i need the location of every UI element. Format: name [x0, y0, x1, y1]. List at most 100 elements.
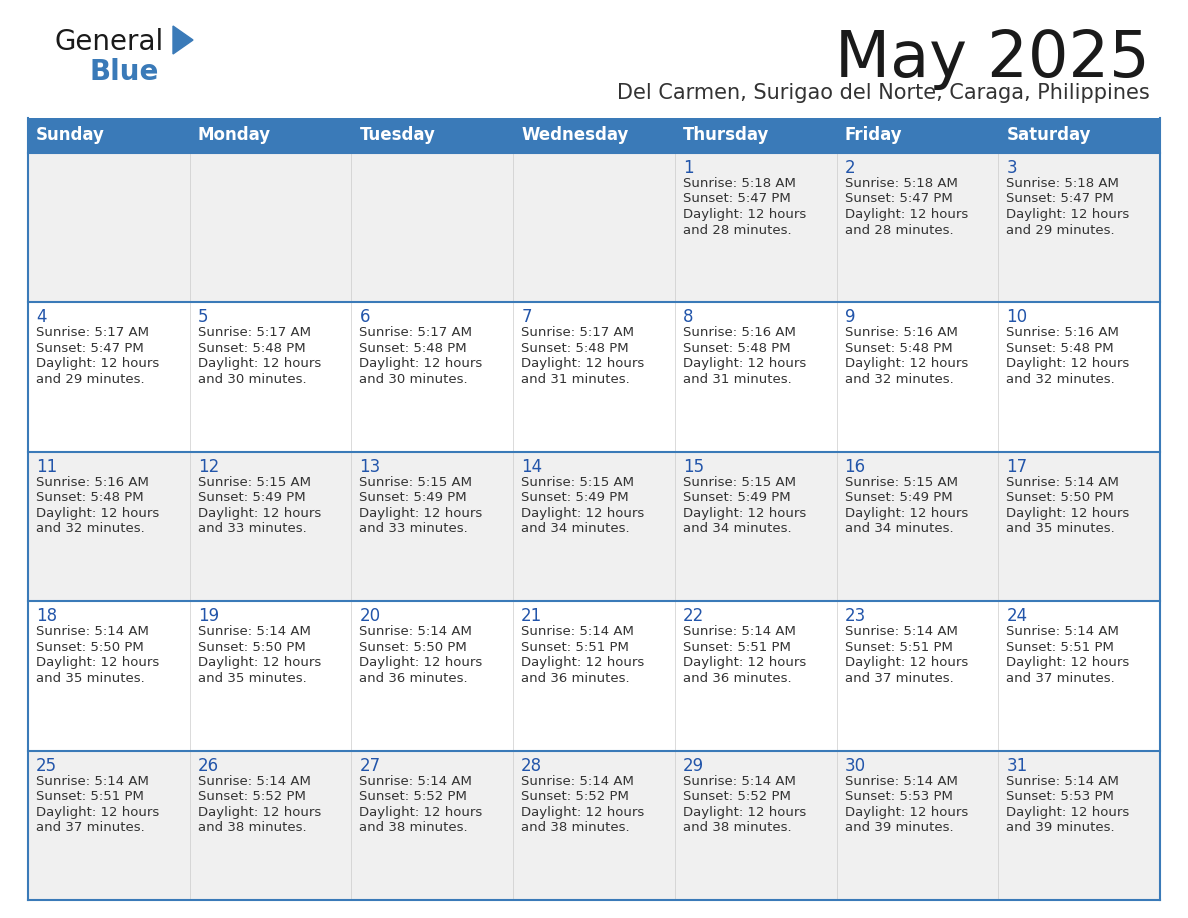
Text: Sunset: 5:51 PM: Sunset: 5:51 PM	[36, 790, 144, 803]
Text: Daylight: 12 hours: Daylight: 12 hours	[36, 357, 159, 370]
Text: and 35 minutes.: and 35 minutes.	[1006, 522, 1116, 535]
Text: Daylight: 12 hours: Daylight: 12 hours	[1006, 208, 1130, 221]
Text: and 37 minutes.: and 37 minutes.	[845, 672, 953, 685]
Text: Daylight: 12 hours: Daylight: 12 hours	[197, 806, 321, 819]
Text: Sunset: 5:52 PM: Sunset: 5:52 PM	[360, 790, 467, 803]
Polygon shape	[173, 26, 192, 54]
Text: and 34 minutes.: and 34 minutes.	[845, 522, 953, 535]
Text: Sunrise: 5:14 AM: Sunrise: 5:14 AM	[522, 775, 634, 788]
Text: Sunrise: 5:14 AM: Sunrise: 5:14 AM	[683, 775, 796, 788]
Text: Daylight: 12 hours: Daylight: 12 hours	[683, 208, 807, 221]
Text: 9: 9	[845, 308, 855, 327]
Text: and 28 minutes.: and 28 minutes.	[683, 223, 791, 237]
Text: Friday: Friday	[845, 127, 902, 144]
Text: Sunset: 5:48 PM: Sunset: 5:48 PM	[845, 341, 953, 355]
Text: and 29 minutes.: and 29 minutes.	[1006, 223, 1114, 237]
Text: Blue: Blue	[90, 58, 159, 86]
Text: Sunset: 5:53 PM: Sunset: 5:53 PM	[1006, 790, 1114, 803]
Text: Sunset: 5:48 PM: Sunset: 5:48 PM	[683, 341, 790, 355]
Text: Daylight: 12 hours: Daylight: 12 hours	[522, 656, 644, 669]
Text: 5: 5	[197, 308, 208, 327]
Text: Daylight: 12 hours: Daylight: 12 hours	[1006, 507, 1130, 520]
Text: and 37 minutes.: and 37 minutes.	[36, 821, 145, 834]
Text: 25: 25	[36, 756, 57, 775]
Text: and 31 minutes.: and 31 minutes.	[683, 373, 791, 386]
Text: and 39 minutes.: and 39 minutes.	[1006, 821, 1114, 834]
Text: Sunrise: 5:17 AM: Sunrise: 5:17 AM	[360, 327, 473, 340]
Text: 22: 22	[683, 607, 704, 625]
Text: Sunrise: 5:18 AM: Sunrise: 5:18 AM	[845, 177, 958, 190]
Text: Sunrise: 5:15 AM: Sunrise: 5:15 AM	[845, 476, 958, 488]
Text: Monday: Monday	[197, 127, 271, 144]
Text: Sunset: 5:47 PM: Sunset: 5:47 PM	[845, 193, 953, 206]
Text: Sunset: 5:47 PM: Sunset: 5:47 PM	[683, 193, 790, 206]
Text: Sunset: 5:53 PM: Sunset: 5:53 PM	[845, 790, 953, 803]
Text: Del Carmen, Surigao del Norte, Caraga, Philippines: Del Carmen, Surigao del Norte, Caraga, P…	[618, 83, 1150, 103]
Text: 16: 16	[845, 458, 866, 476]
Text: Daylight: 12 hours: Daylight: 12 hours	[1006, 656, 1130, 669]
Bar	[29, 153, 1159, 302]
Text: Sunrise: 5:14 AM: Sunrise: 5:14 AM	[1006, 476, 1119, 488]
Text: Sunrise: 5:14 AM: Sunrise: 5:14 AM	[197, 625, 310, 638]
Text: Tuesday: Tuesday	[360, 127, 435, 144]
Text: 31: 31	[1006, 756, 1028, 775]
Text: and 38 minutes.: and 38 minutes.	[683, 821, 791, 834]
Text: 23: 23	[845, 607, 866, 625]
Text: Daylight: 12 hours: Daylight: 12 hours	[197, 357, 321, 370]
Text: Sunrise: 5:15 AM: Sunrise: 5:15 AM	[360, 476, 473, 488]
Bar	[29, 118, 1159, 153]
Text: Sunrise: 5:14 AM: Sunrise: 5:14 AM	[522, 625, 634, 638]
Text: Sunset: 5:47 PM: Sunset: 5:47 PM	[1006, 193, 1114, 206]
Text: 28: 28	[522, 756, 542, 775]
Text: and 36 minutes.: and 36 minutes.	[522, 672, 630, 685]
Text: Daylight: 12 hours: Daylight: 12 hours	[522, 507, 644, 520]
Text: and 33 minutes.: and 33 minutes.	[197, 522, 307, 535]
Text: Sunset: 5:48 PM: Sunset: 5:48 PM	[522, 341, 628, 355]
Text: Sunset: 5:52 PM: Sunset: 5:52 PM	[522, 790, 628, 803]
Text: Daylight: 12 hours: Daylight: 12 hours	[36, 656, 159, 669]
Text: Sunrise: 5:14 AM: Sunrise: 5:14 AM	[845, 625, 958, 638]
Text: Daylight: 12 hours: Daylight: 12 hours	[845, 806, 968, 819]
Text: Daylight: 12 hours: Daylight: 12 hours	[360, 806, 482, 819]
Text: and 32 minutes.: and 32 minutes.	[1006, 373, 1116, 386]
Text: Daylight: 12 hours: Daylight: 12 hours	[683, 507, 807, 520]
Text: Sunrise: 5:18 AM: Sunrise: 5:18 AM	[683, 177, 796, 190]
Text: 19: 19	[197, 607, 219, 625]
Text: and 28 minutes.: and 28 minutes.	[845, 223, 953, 237]
Text: Daylight: 12 hours: Daylight: 12 hours	[683, 357, 807, 370]
Text: 21: 21	[522, 607, 543, 625]
Text: Daylight: 12 hours: Daylight: 12 hours	[360, 357, 482, 370]
Text: and 38 minutes.: and 38 minutes.	[522, 821, 630, 834]
Text: 11: 11	[36, 458, 57, 476]
Text: Sunset: 5:51 PM: Sunset: 5:51 PM	[683, 641, 791, 654]
Text: and 35 minutes.: and 35 minutes.	[36, 672, 145, 685]
Text: Sunset: 5:50 PM: Sunset: 5:50 PM	[360, 641, 467, 654]
Text: and 34 minutes.: and 34 minutes.	[683, 522, 791, 535]
Text: Daylight: 12 hours: Daylight: 12 hours	[360, 507, 482, 520]
Bar	[29, 751, 1159, 900]
Text: Daylight: 12 hours: Daylight: 12 hours	[683, 656, 807, 669]
Text: Sunrise: 5:14 AM: Sunrise: 5:14 AM	[1006, 775, 1119, 788]
Text: 6: 6	[360, 308, 369, 327]
Text: Sunrise: 5:14 AM: Sunrise: 5:14 AM	[197, 775, 310, 788]
Text: Daylight: 12 hours: Daylight: 12 hours	[36, 806, 159, 819]
Bar	[29, 452, 1159, 601]
Text: Daylight: 12 hours: Daylight: 12 hours	[360, 656, 482, 669]
Text: Sunset: 5:47 PM: Sunset: 5:47 PM	[36, 341, 144, 355]
Text: 20: 20	[360, 607, 380, 625]
Text: Sunrise: 5:16 AM: Sunrise: 5:16 AM	[1006, 327, 1119, 340]
Text: Sunrise: 5:16 AM: Sunrise: 5:16 AM	[36, 476, 148, 488]
Text: Sunset: 5:50 PM: Sunset: 5:50 PM	[197, 641, 305, 654]
Text: 15: 15	[683, 458, 704, 476]
Text: Daylight: 12 hours: Daylight: 12 hours	[36, 507, 159, 520]
Text: Sunset: 5:50 PM: Sunset: 5:50 PM	[36, 641, 144, 654]
Text: and 36 minutes.: and 36 minutes.	[360, 672, 468, 685]
Text: 24: 24	[1006, 607, 1028, 625]
Text: Sunrise: 5:15 AM: Sunrise: 5:15 AM	[522, 476, 634, 488]
Text: Sunrise: 5:14 AM: Sunrise: 5:14 AM	[1006, 625, 1119, 638]
Text: Sunrise: 5:14 AM: Sunrise: 5:14 AM	[36, 625, 148, 638]
Text: 17: 17	[1006, 458, 1028, 476]
Text: 2: 2	[845, 159, 855, 177]
Text: Sunset: 5:48 PM: Sunset: 5:48 PM	[197, 341, 305, 355]
Text: Sunrise: 5:14 AM: Sunrise: 5:14 AM	[360, 775, 473, 788]
